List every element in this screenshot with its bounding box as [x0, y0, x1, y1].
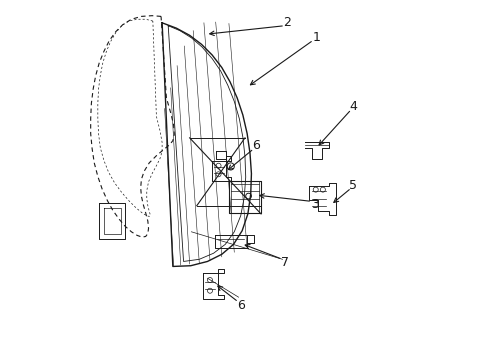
Text: 6: 6	[237, 298, 245, 311]
Text: 3: 3	[311, 198, 319, 211]
Text: 7: 7	[281, 256, 289, 269]
Text: 6: 6	[252, 139, 260, 152]
Text: 1: 1	[313, 31, 320, 44]
Text: 2: 2	[283, 16, 291, 29]
Text: 5: 5	[349, 179, 357, 192]
Text: 4: 4	[349, 100, 357, 113]
